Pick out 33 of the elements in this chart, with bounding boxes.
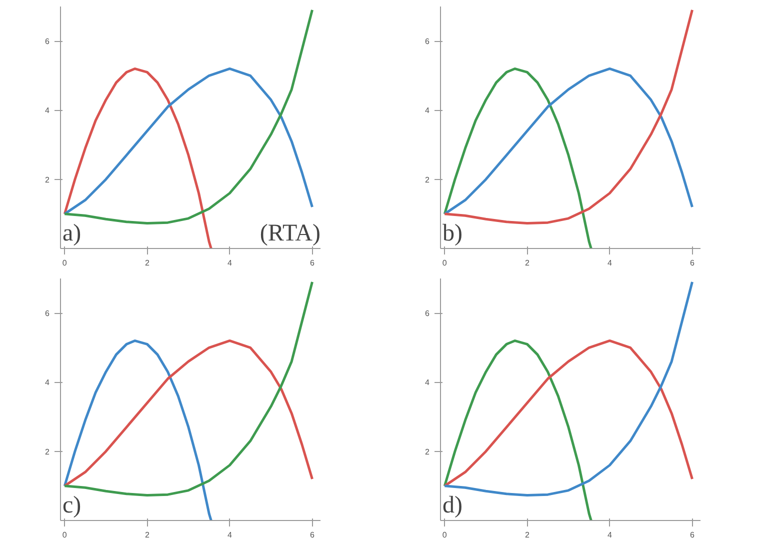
y-tick-label: 2: [425, 447, 430, 456]
annotation: b): [442, 220, 462, 246]
x-tick-label: 2: [524, 530, 530, 540]
y-tick-label: 6: [425, 309, 430, 318]
x-tick-label: 6: [310, 258, 316, 268]
x-tick-label: 0: [442, 258, 448, 268]
y-tick-label: 2: [45, 447, 50, 456]
annotation: (RTA): [260, 220, 321, 246]
y-tick-label: 4: [425, 106, 430, 116]
x-tick-label: 4: [227, 530, 232, 540]
x-tick-label: 0: [62, 258, 68, 268]
x-tick-label: 0: [442, 530, 448, 540]
annotation: d): [442, 492, 462, 518]
y-tick-label: 4: [425, 378, 430, 388]
y-tick-label: 6: [425, 37, 430, 46]
x-tick-label: 0: [62, 530, 68, 540]
annotation: c): [62, 492, 82, 518]
y-tick-label: 6: [45, 37, 50, 46]
y-tick-label: 6: [45, 309, 50, 318]
x-tick-label: 4: [607, 530, 612, 540]
y-tick-label: 2: [425, 175, 430, 184]
y-tick-label: 4: [45, 106, 50, 116]
y-tick-label: 2: [45, 175, 50, 184]
x-tick-label: 2: [144, 258, 150, 268]
x-tick-label: 6: [310, 530, 316, 540]
x-tick-label: 4: [227, 258, 232, 268]
x-tick-label: 2: [524, 258, 530, 268]
x-tick-label: 6: [690, 258, 696, 268]
annotation: a): [62, 220, 82, 246]
y-tick-label: 4: [45, 378, 50, 388]
x-tick-label: 2: [144, 530, 150, 540]
x-tick-label: 4: [607, 258, 612, 268]
x-tick-label: 6: [690, 530, 696, 540]
